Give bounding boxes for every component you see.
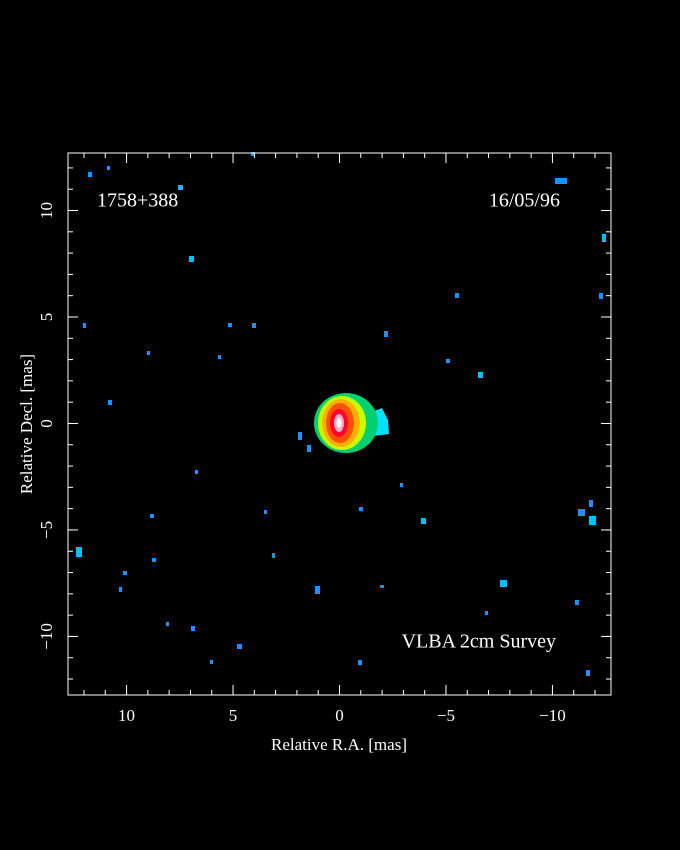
source [314,393,389,453]
y-tick-label: 10 [37,202,56,219]
annotation: VLBA 2cm Survey [402,631,556,653]
x-tick-label: 10 [118,706,135,725]
noise [76,152,606,676]
y-tick-label: 0 [37,419,56,428]
x-tick-label: −10 [539,706,566,725]
x-tick-label: −5 [437,706,455,725]
x-axis-label: Relative R.A. [mas] [271,735,407,754]
x-tick-label: 0 [335,706,344,725]
source-name: 1758+388 [97,190,178,212]
y-tick-label: −5 [37,521,56,539]
image [76,152,606,676]
y-axis-label: Relative Decl. [mas] [17,354,36,494]
y-tick-label: 5 [37,313,56,322]
y-tick-label: −10 [37,623,56,650]
observation-date: 16/05/96 [489,190,560,212]
x-tick-label: 5 [229,706,238,725]
